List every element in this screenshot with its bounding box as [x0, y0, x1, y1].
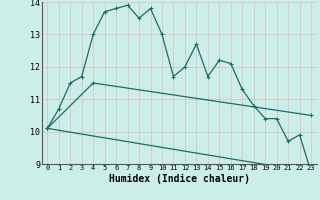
- X-axis label: Humidex (Indice chaleur): Humidex (Indice chaleur): [109, 174, 250, 184]
